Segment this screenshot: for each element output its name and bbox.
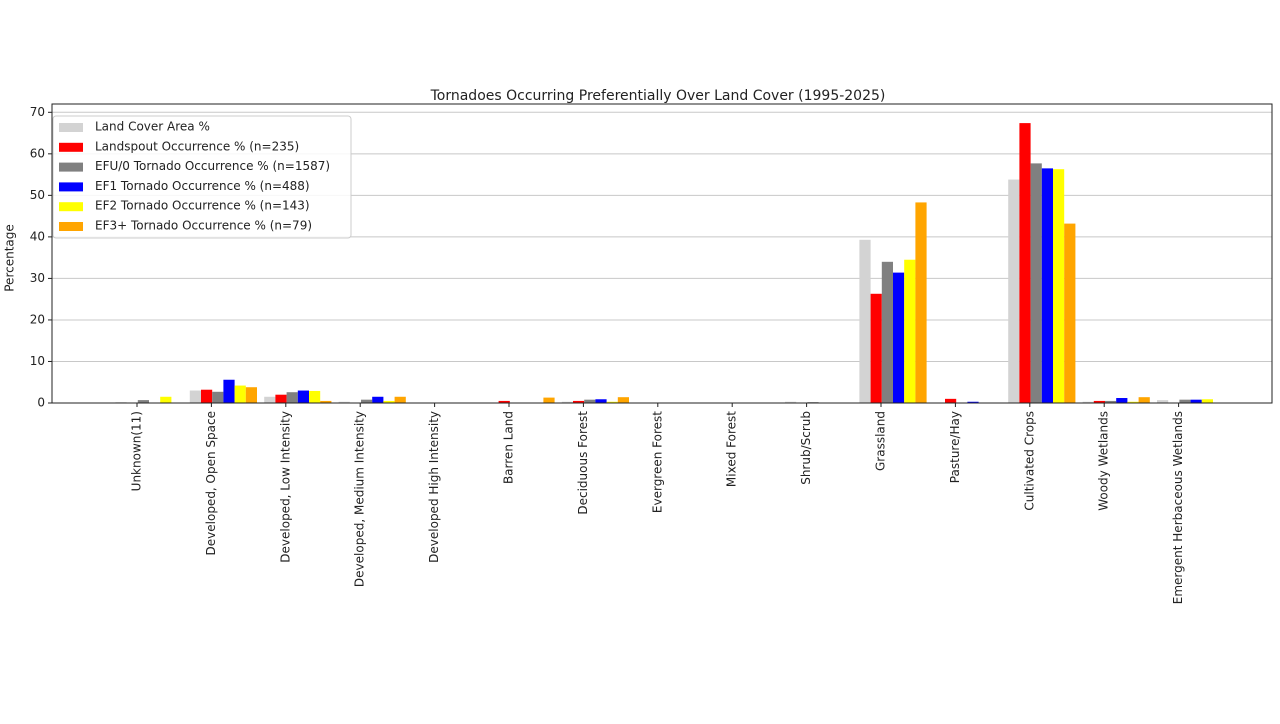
bar (234, 385, 246, 403)
x-tick-label: Developed, Low Intensity (278, 411, 292, 563)
x-tick-label: Evergreen Forest (650, 411, 664, 513)
bar (286, 392, 298, 403)
y-tick-label: 20 (30, 312, 45, 326)
legend-swatch (59, 123, 83, 132)
legend-label: Land Cover Area % (95, 120, 210, 134)
bar (561, 401, 573, 403)
bar (264, 396, 276, 403)
y-tick-label: 30 (30, 271, 45, 285)
x-tick-label: Woody Wetlands (1097, 411, 1111, 511)
x-tick-label: Barren Land (502, 411, 516, 484)
x-tick-label: Deciduous Forest (576, 411, 590, 515)
y-tick-label: 50 (30, 188, 45, 202)
y-tick-label: 70 (30, 105, 45, 119)
bar (394, 396, 406, 403)
bar (893, 272, 905, 403)
bar (1008, 179, 1020, 403)
bar (320, 400, 332, 403)
bar (223, 379, 235, 403)
bar (617, 397, 629, 403)
bar (372, 396, 384, 403)
bar (383, 400, 395, 403)
bar (1019, 123, 1031, 403)
bar (859, 239, 871, 403)
y-tick-label: 40 (30, 229, 45, 243)
legend-swatch (59, 182, 83, 192)
bar (881, 261, 893, 403)
bar (1041, 168, 1053, 403)
bar (1179, 399, 1191, 403)
legend-label: EF3+ Tornado Occurrence % (n=79) (95, 219, 312, 233)
y-tick-label: 60 (30, 146, 45, 160)
bar (1082, 401, 1094, 403)
bar (1030, 163, 1042, 403)
bar (915, 202, 927, 403)
y-tick-label: 0 (37, 396, 45, 410)
bar (543, 397, 555, 403)
bar (870, 293, 882, 403)
legend-swatch (59, 142, 83, 152)
legend-swatch (59, 202, 83, 212)
legend-box (52, 115, 352, 239)
legend-swatch (59, 162, 83, 172)
bar (1116, 398, 1128, 403)
bar (137, 400, 149, 403)
bar (1053, 169, 1065, 403)
legend-label: EFU/0 Tornado Occurrence % (n=1587) (95, 159, 330, 173)
bar (498, 400, 510, 403)
bar (201, 389, 213, 403)
x-tick-label: Grassland (874, 411, 888, 471)
y-tick-label: 10 (30, 354, 45, 368)
x-tick-label: Developed High Intensity (427, 411, 441, 563)
bar (297, 390, 309, 403)
x-tick-label: Pasture/Hay (948, 411, 962, 483)
bar (1105, 400, 1117, 403)
bar (309, 390, 321, 403)
bar (1138, 397, 1150, 403)
x-tick-label: Mixed Forest (725, 411, 739, 487)
bar (1157, 400, 1169, 403)
chart-title: Tornadoes Occurring Preferentially Over … (430, 88, 886, 104)
y-axis-label: Percentage (3, 224, 17, 292)
bar (189, 390, 201, 403)
bar (1093, 400, 1105, 403)
bar (1064, 223, 1076, 403)
bar (1190, 399, 1202, 403)
x-tick-label: Shrub/Scrub (799, 411, 813, 485)
bar (904, 259, 916, 403)
x-tick-label: Developed, Medium Intensity (353, 411, 367, 587)
x-tick-label: Unknown(11) (130, 411, 144, 491)
legend-label: EF2 Tornado Occurrence % (n=143) (95, 199, 310, 213)
plot-frame (51, 103, 1273, 404)
bar (212, 391, 224, 403)
bar (1201, 399, 1213, 403)
x-tick-label: Cultivated Crops (1022, 411, 1036, 511)
legend-swatch (59, 222, 83, 231)
bar (785, 401, 797, 403)
bar (1127, 401, 1139, 403)
bar (606, 401, 618, 403)
bar (160, 396, 172, 403)
bar (361, 399, 373, 403)
bar (945, 398, 957, 403)
x-tick-label: Emergent Herbaceous Wetlands (1171, 411, 1185, 604)
legend-label: Landspout Occurrence % (n=235) (95, 139, 299, 153)
bar (584, 399, 596, 403)
legend-label: EF1 Tornado Occurrence % (n=488) (95, 179, 310, 193)
bar (275, 394, 287, 403)
bar (573, 400, 585, 403)
bar (338, 401, 350, 403)
bar (595, 399, 607, 403)
bar (967, 401, 979, 403)
x-tick-label: Developed, Open Space (204, 411, 218, 555)
bar (245, 387, 257, 403)
